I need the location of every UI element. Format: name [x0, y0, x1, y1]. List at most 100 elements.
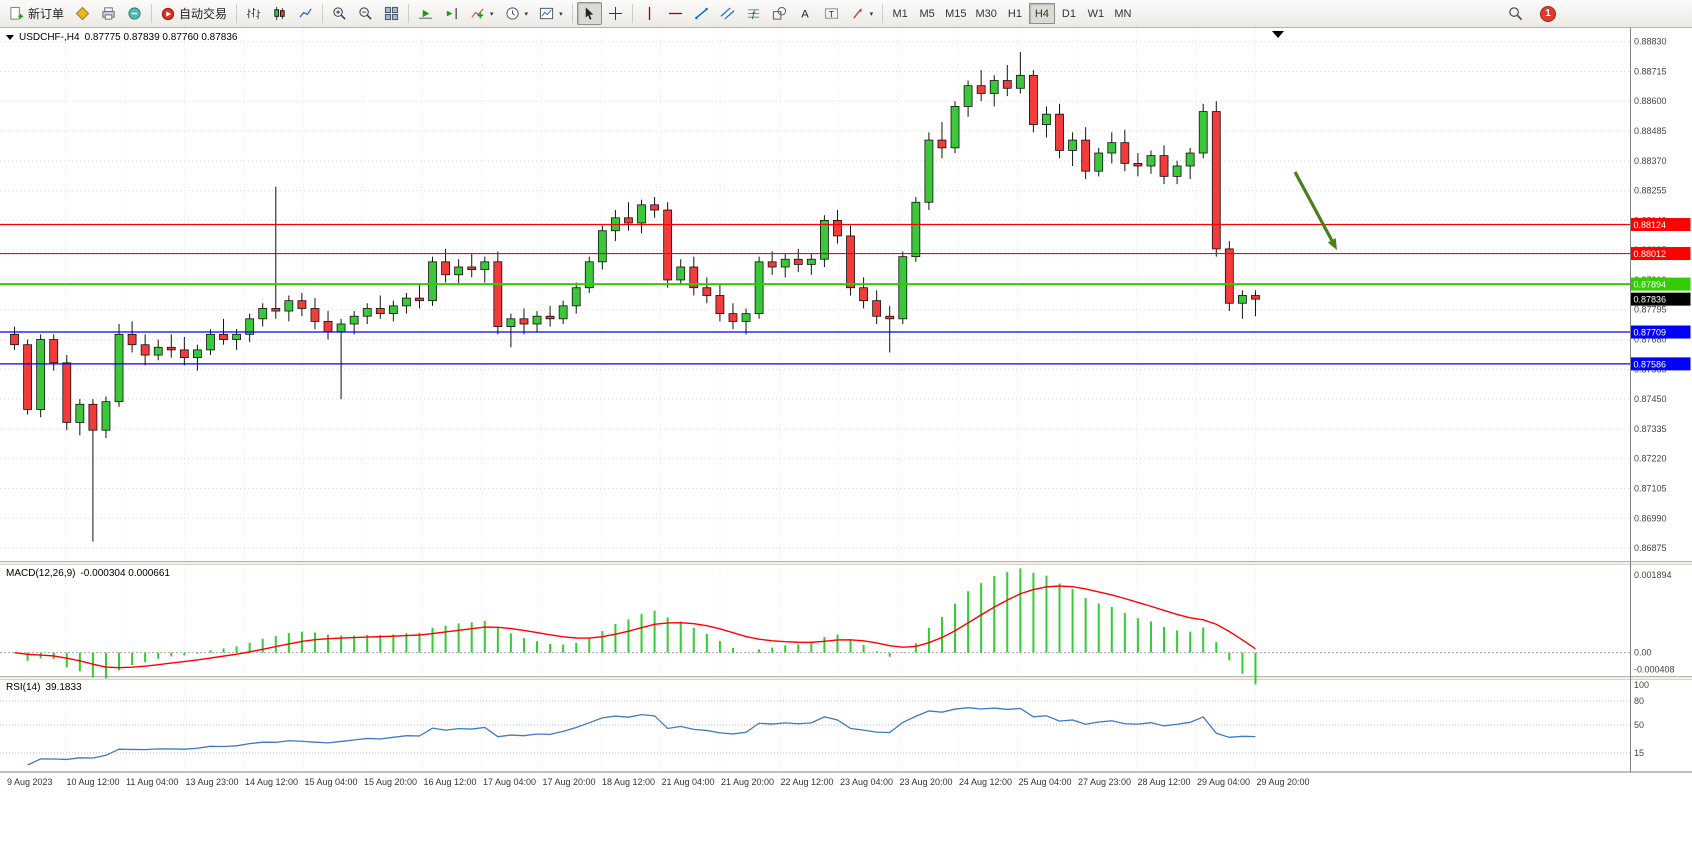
svg-text:17 Aug 20:00: 17 Aug 20:00 — [543, 777, 596, 787]
autotrading-button[interactable]: 自动交易 — [156, 2, 232, 25]
auto-scroll-button[interactable] — [413, 2, 438, 25]
toolbar-right-group: 1 — [1503, 2, 1556, 25]
notification-badge[interactable]: 1 — [1540, 5, 1556, 22]
svg-text:24 Aug 12:00: 24 Aug 12:00 — [959, 777, 1012, 787]
autotrading-label: 自动交易 — [179, 7, 228, 21]
tile-windows-button[interactable] — [379, 2, 404, 25]
svg-text:15 Aug 04:00: 15 Aug 04:00 — [305, 777, 358, 787]
autotrading-icon — [161, 7, 175, 20]
text-button[interactable]: A — [793, 2, 818, 25]
svg-text:23 Aug 04:00: 23 Aug 04:00 — [840, 777, 893, 787]
indicators-icon — [471, 8, 484, 19]
arrows-button[interactable]: ▾ — [845, 2, 879, 25]
chart-shift-icon — [446, 7, 457, 20]
zoom-in-button[interactable] — [327, 2, 352, 25]
price-chart-canvas[interactable]: 9 Aug 2023 10 Aug 12:00 11 Aug 04:00 13 Aug… — [0, 28, 1692, 793]
svg-text:15: 15 — [1634, 748, 1644, 758]
horizontal-line-button[interactable] — [663, 2, 688, 25]
timeframe-mn-button[interactable]: MN — [1110, 3, 1136, 24]
svg-text:15 Aug 20:00: 15 Aug 20:00 — [364, 777, 417, 787]
timeframe-m5-button[interactable]: M5 — [914, 3, 940, 24]
svg-text:29 Aug 20:00: 29 Aug 20:00 — [1257, 777, 1310, 787]
fibonacci-icon: ƒ — [747, 9, 759, 19]
svg-text:T: T — [828, 9, 833, 19]
print-icon — [102, 7, 115, 20]
svg-text:100: 100 — [1634, 680, 1649, 690]
zoom-out-icon — [359, 7, 372, 20]
svg-text:0.87795: 0.87795 — [1634, 305, 1667, 315]
label-icon: T — [824, 8, 838, 19]
svg-text:16 Aug 12:00: 16 Aug 12:00 — [424, 777, 477, 787]
svg-text:28 Aug 12:00: 28 Aug 12:00 — [1138, 777, 1191, 787]
svg-text:0.87450: 0.87450 — [1634, 394, 1667, 404]
horizontal-line-icon — [668, 12, 682, 15]
svg-text:0.88012: 0.88012 — [1634, 249, 1667, 259]
timeframe-h1-button[interactable]: H1 — [1002, 3, 1028, 24]
equidistant-channel-button[interactable] — [715, 2, 740, 25]
svg-text:10 Aug 12:00: 10 Aug 12:00 — [67, 777, 120, 787]
templates-button[interactable]: ▾ — [534, 2, 568, 25]
data-window-button[interactable] — [122, 2, 147, 25]
trendline-icon — [694, 7, 708, 20]
new-order-icon — [10, 6, 24, 20]
svg-text:21 Aug 20:00: 21 Aug 20:00 — [721, 777, 774, 787]
svg-text:0.87836: 0.87836 — [1634, 295, 1667, 305]
new-order-button[interactable]: 新订单 — [4, 2, 69, 25]
timeframe-w1-button[interactable]: W1 — [1083, 3, 1109, 24]
main-toolbar: 新订单 自动交易 ▾ ▾ — [0, 0, 1692, 28]
svg-text:0.87220: 0.87220 — [1634, 454, 1667, 464]
zoom-out-button[interactable] — [353, 2, 378, 25]
toolbar-separator — [408, 4, 410, 23]
print-button[interactable] — [96, 2, 121, 25]
svg-text:0.87680: 0.87680 — [1634, 335, 1667, 345]
search-button[interactable] — [1503, 2, 1528, 25]
vertical-line-button[interactable] — [637, 2, 662, 25]
metaeditor-button[interactable] — [70, 2, 95, 25]
timeframe-m30-button[interactable]: M30 — [972, 3, 1001, 24]
svg-text:0.86990: 0.86990 — [1634, 513, 1667, 523]
indicators-button[interactable]: ▾ — [465, 2, 499, 25]
symbol-period-label: USDCHF-,H4 — [19, 32, 80, 43]
label-button[interactable]: T — [819, 2, 844, 25]
svg-text:14 Aug 12:00: 14 Aug 12:00 — [245, 777, 298, 787]
svg-text:0.87709: 0.87709 — [1634, 328, 1667, 338]
cursor-button[interactable] — [576, 2, 602, 25]
svg-text:0.88485: 0.88485 — [1634, 126, 1667, 136]
bar-chart-button[interactable] — [241, 2, 266, 25]
shapes-button[interactable] — [767, 2, 792, 25]
templates-icon — [540, 7, 554, 20]
zoom-in-icon — [333, 7, 346, 20]
timeframe-m1-button[interactable]: M1 — [887, 3, 913, 24]
equidistant-channel-icon — [720, 7, 735, 20]
tile-windows-icon — [384, 6, 399, 21]
svg-text:ƒ: ƒ — [750, 9, 755, 19]
timeframe-m15-button[interactable]: M15 — [941, 3, 970, 24]
svg-text:17 Aug 04:00: 17 Aug 04:00 — [483, 777, 536, 787]
chart-shift-button[interactable] — [439, 2, 464, 25]
dropdown-caret-icon: ▾ — [869, 10, 874, 18]
timeframe-d1-button[interactable]: D1 — [1056, 3, 1082, 24]
chart-title: USDCHF-,H4 0.87775 0.87839 0.87760 0.878… — [6, 32, 238, 43]
timeframe-h4-button[interactable]: H4 — [1028, 3, 1055, 24]
svg-text:23 Aug 20:00: 23 Aug 20:00 — [900, 777, 953, 787]
trendline-button[interactable] — [689, 2, 714, 25]
candlestick-chart-button[interactable] — [267, 2, 292, 25]
svg-text:29 Aug 04:00: 29 Aug 04:00 — [1197, 777, 1250, 787]
trend-arrow-annotation[interactable] — [1293, 171, 1336, 246]
arrow-objects-icon — [852, 8, 862, 19]
periods-button[interactable]: ▾ — [500, 2, 534, 25]
toolbar-separator — [151, 4, 153, 23]
fibonacci-button[interactable]: ƒ — [741, 2, 766, 25]
svg-text:-0.000408: -0.000408 — [1634, 664, 1675, 674]
candlestick-chart-icon — [274, 6, 285, 21]
dropdown-caret-icon: ▾ — [524, 10, 529, 18]
svg-text:80: 80 — [1634, 696, 1644, 706]
auto-scroll-icon — [418, 9, 433, 19]
toolbar-separator — [322, 4, 324, 23]
line-chart-button[interactable] — [293, 2, 318, 25]
svg-text:50: 50 — [1634, 720, 1644, 730]
chart-collapse-icon[interactable] — [6, 35, 14, 40]
svg-text:22 Aug 12:00: 22 Aug 12:00 — [781, 777, 834, 787]
crosshair-button[interactable] — [603, 2, 628, 25]
svg-text:0.00: 0.00 — [1634, 648, 1652, 658]
